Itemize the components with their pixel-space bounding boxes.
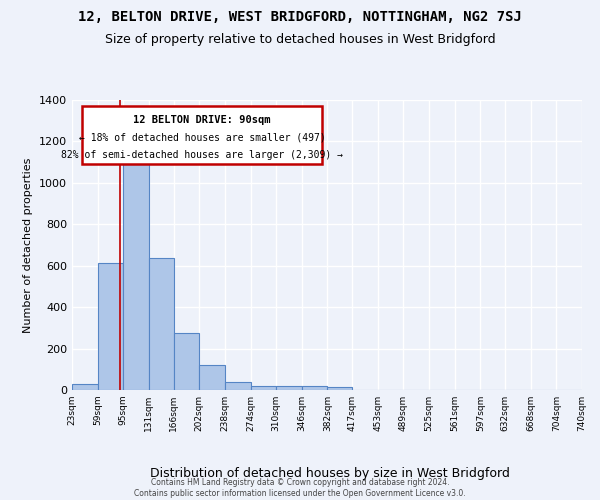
Bar — [123, 164, 149, 390]
Bar — [199, 365, 225, 390]
Text: ← 18% of detached houses are smaller (497): ← 18% of detached houses are smaller (49… — [79, 132, 325, 142]
Bar — [225, 382, 251, 390]
Text: 12, BELTON DRIVE, WEST BRIDGFORD, NOTTINGHAM, NG2 7SJ: 12, BELTON DRIVE, WEST BRIDGFORD, NOTTIN… — [78, 10, 522, 24]
Text: Distribution of detached houses by size in West Bridgford: Distribution of detached houses by size … — [150, 467, 510, 480]
FancyBboxPatch shape — [82, 106, 322, 164]
Bar — [276, 386, 302, 390]
Bar — [98, 262, 123, 390]
Text: Size of property relative to detached houses in West Bridgford: Size of property relative to detached ho… — [104, 32, 496, 46]
Bar — [302, 386, 328, 390]
Bar — [149, 258, 174, 390]
Bar — [251, 386, 276, 390]
Bar — [328, 387, 352, 390]
Text: Contains HM Land Registry data © Crown copyright and database right 2024.
Contai: Contains HM Land Registry data © Crown c… — [134, 478, 466, 498]
Text: 82% of semi-detached houses are larger (2,309) →: 82% of semi-detached houses are larger (… — [61, 150, 343, 160]
Text: 12 BELTON DRIVE: 90sqm: 12 BELTON DRIVE: 90sqm — [133, 116, 271, 126]
Bar — [174, 333, 199, 390]
Y-axis label: Number of detached properties: Number of detached properties — [23, 158, 34, 332]
Bar — [72, 384, 98, 390]
